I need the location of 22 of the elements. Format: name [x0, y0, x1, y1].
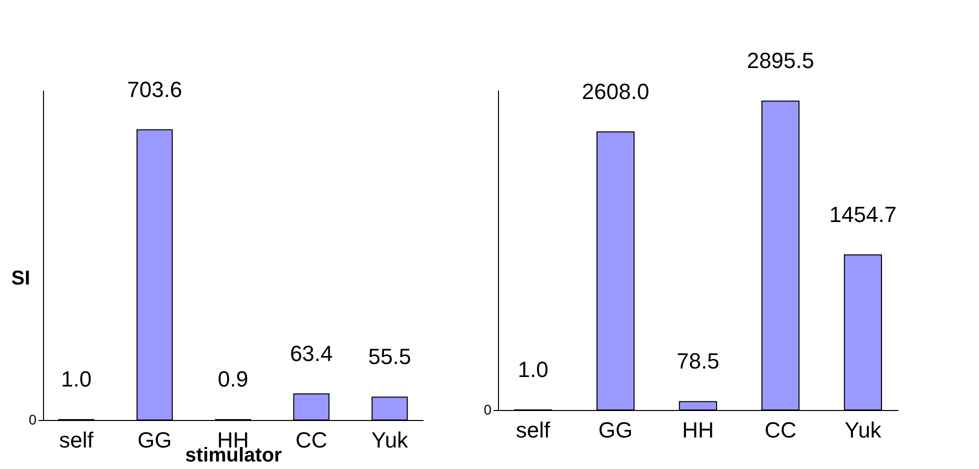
data-label: 2895.5	[746, 48, 814, 74]
data-label: 1454.7	[829, 202, 897, 227]
data-label: 55.5	[368, 344, 412, 370]
x-tick-label: self	[516, 418, 552, 442]
data-label: 0.9	[218, 366, 248, 392]
data-label: 1.0	[61, 366, 92, 392]
x-tick-label: CC	[764, 418, 796, 442]
x-tick-label: Yuk	[371, 428, 410, 452]
x-tick-label: GG	[138, 428, 172, 452]
text: 0	[28, 412, 37, 428]
data-label: 1.0	[518, 356, 548, 382]
data-label: 2608.0	[582, 78, 650, 104]
data-label: 78.5	[676, 348, 720, 374]
text: 0	[484, 402, 492, 418]
data-label: 703.6	[127, 76, 182, 102]
x-tick-label: self	[59, 428, 94, 452]
x-tick-label: GG	[598, 418, 633, 442]
x-tick-label: HH	[682, 418, 714, 442]
x-tick-label: CC	[295, 428, 328, 452]
data-label: 63.4	[290, 340, 333, 366]
y-axis-title: SI	[11, 268, 30, 290]
x-tick-label: Yuk	[844, 418, 882, 442]
